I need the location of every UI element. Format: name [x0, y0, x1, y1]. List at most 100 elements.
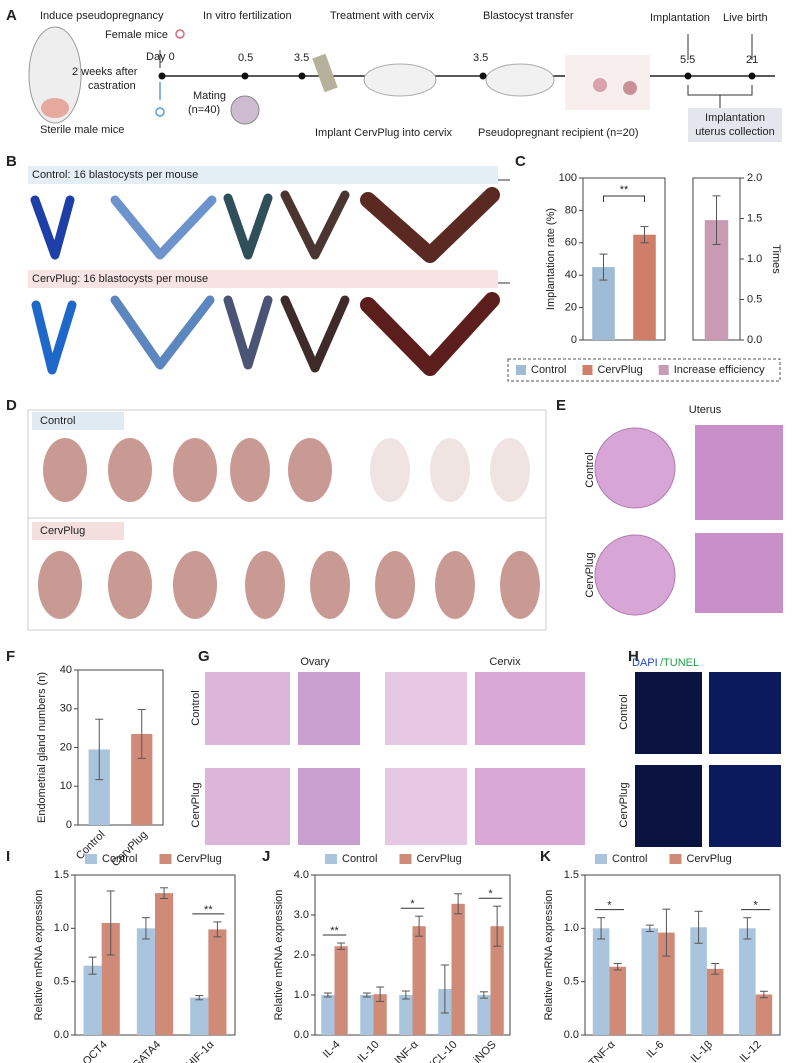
- significance-label: *: [488, 888, 493, 900]
- legend-label: Control: [102, 853, 137, 865]
- panel-label: G: [198, 648, 210, 665]
- bar: [706, 968, 724, 1035]
- y-tick-label: 1.5: [564, 869, 579, 881]
- label: Implantation: [705, 112, 765, 124]
- x-tick-label: GATA4: [130, 1039, 163, 1063]
- panel-label: F: [6, 648, 15, 665]
- pup: [43, 438, 87, 502]
- y2-axis-label: Times: [770, 244, 782, 274]
- significance-label: **: [620, 184, 629, 196]
- label: Implant CervPlug into cervix: [315, 127, 452, 139]
- mouse-illustration: [363, 63, 437, 97]
- y-tick-label: 10: [60, 780, 72, 792]
- x-tick-label: iNOS: [472, 1039, 499, 1063]
- male-symbol: [155, 107, 165, 117]
- legend-label: Control: [531, 364, 566, 376]
- x-tick-label: IL-1β: [689, 1039, 715, 1063]
- fluorescence-zoom: [709, 765, 781, 847]
- y-tick-label: 1.0: [54, 922, 69, 934]
- bar: [334, 946, 348, 1035]
- panel-label: C: [515, 153, 526, 170]
- label: (n=40): [188, 104, 220, 116]
- uterus-histology: Uterus Control CervPlug: [584, 404, 783, 616]
- bar: [399, 995, 413, 1035]
- cervix-illustration: [312, 53, 338, 93]
- day-label: 0.5: [238, 52, 253, 64]
- pup: [173, 438, 217, 502]
- timeline-dot: [748, 72, 756, 80]
- histology-zoom: [475, 672, 585, 745]
- y-tick-label: 4.0: [294, 869, 309, 881]
- uterus-photo: [280, 295, 350, 373]
- panel-label: J: [262, 848, 270, 865]
- legend-swatch: [669, 854, 682, 864]
- bar: [609, 966, 626, 1035]
- y-tick-label: 0.5: [54, 976, 69, 988]
- stain-label: /TUNEL: [660, 657, 699, 669]
- y-axis-label: Relative mRNA expression: [33, 890, 45, 1021]
- histology-zoom: [298, 768, 360, 845]
- bar: [690, 927, 707, 1035]
- bar: [633, 234, 656, 340]
- panel-title: Cervix: [489, 656, 521, 668]
- legend-label: CervPlug: [416, 853, 461, 865]
- group-label: Control: [584, 452, 596, 487]
- y-tick-label: 1.5: [54, 869, 69, 881]
- timeline-dot: [684, 72, 692, 80]
- y-tick-label: 0.0: [564, 1029, 579, 1041]
- legend-swatch: [159, 854, 172, 864]
- group-tab: [32, 522, 124, 540]
- bar: [373, 994, 387, 1035]
- significance-label: *: [753, 900, 758, 912]
- legend-swatch: [582, 365, 593, 375]
- timeline-dot: [298, 72, 306, 80]
- y-axis-label: Relative mRNA expression: [273, 890, 285, 1021]
- pup: [288, 438, 332, 502]
- histology-image: [385, 768, 467, 845]
- embryo-illustration: [623, 81, 637, 95]
- legend-label: CervPlug: [176, 853, 221, 865]
- label: Day 0: [146, 51, 175, 63]
- bar: [592, 928, 610, 1035]
- legend-label: Increase efficiency: [674, 364, 765, 376]
- pup: [38, 551, 82, 619]
- pup: [108, 551, 152, 619]
- pup: [230, 438, 270, 502]
- significance-label: *: [410, 898, 415, 910]
- histology-image: [594, 534, 676, 616]
- label: uterus collection: [695, 126, 775, 138]
- pup: [375, 551, 415, 619]
- y-tick-label: 3.0: [294, 909, 309, 921]
- x-tick-label: HIF-1α: [184, 1038, 217, 1063]
- y-tick-label: 0.0: [294, 1029, 309, 1041]
- panel-label: A: [6, 7, 17, 24]
- pup: [173, 551, 217, 619]
- uterus-photos: Control: 16 blastocysts per mouse CervPl…: [28, 166, 500, 376]
- histology-image: [205, 672, 290, 745]
- y-tick-label: 0: [571, 334, 577, 346]
- stage-title: In vitro fertilization: [203, 10, 292, 22]
- significance-label: **: [330, 925, 339, 937]
- uterus-photo: [31, 300, 77, 375]
- group-tab: [32, 412, 124, 430]
- histology-image: [205, 768, 290, 845]
- y-axis-label: Relative mRNA expression: [543, 890, 555, 1021]
- pup: [245, 551, 285, 619]
- pup: [310, 551, 350, 619]
- bar: [208, 929, 227, 1035]
- group-label: CervPlug: [190, 782, 202, 827]
- uterus-illustration: [565, 55, 650, 110]
- group-label: Control: [40, 415, 75, 427]
- timeline-dot: [241, 72, 249, 80]
- uterus-photo: [223, 295, 273, 370]
- group-label: CervPlug: [618, 782, 630, 827]
- panel-label: E: [556, 397, 566, 414]
- x-tick-label: IL-12: [738, 1039, 764, 1063]
- y2-tick-label: 1.5: [747, 212, 762, 224]
- legend-swatch: [658, 365, 669, 375]
- histology-zoom: [695, 533, 783, 613]
- x-tick-label: IL-4: [321, 1039, 343, 1061]
- plot-frame: [584, 874, 781, 1036]
- bar: [88, 749, 110, 825]
